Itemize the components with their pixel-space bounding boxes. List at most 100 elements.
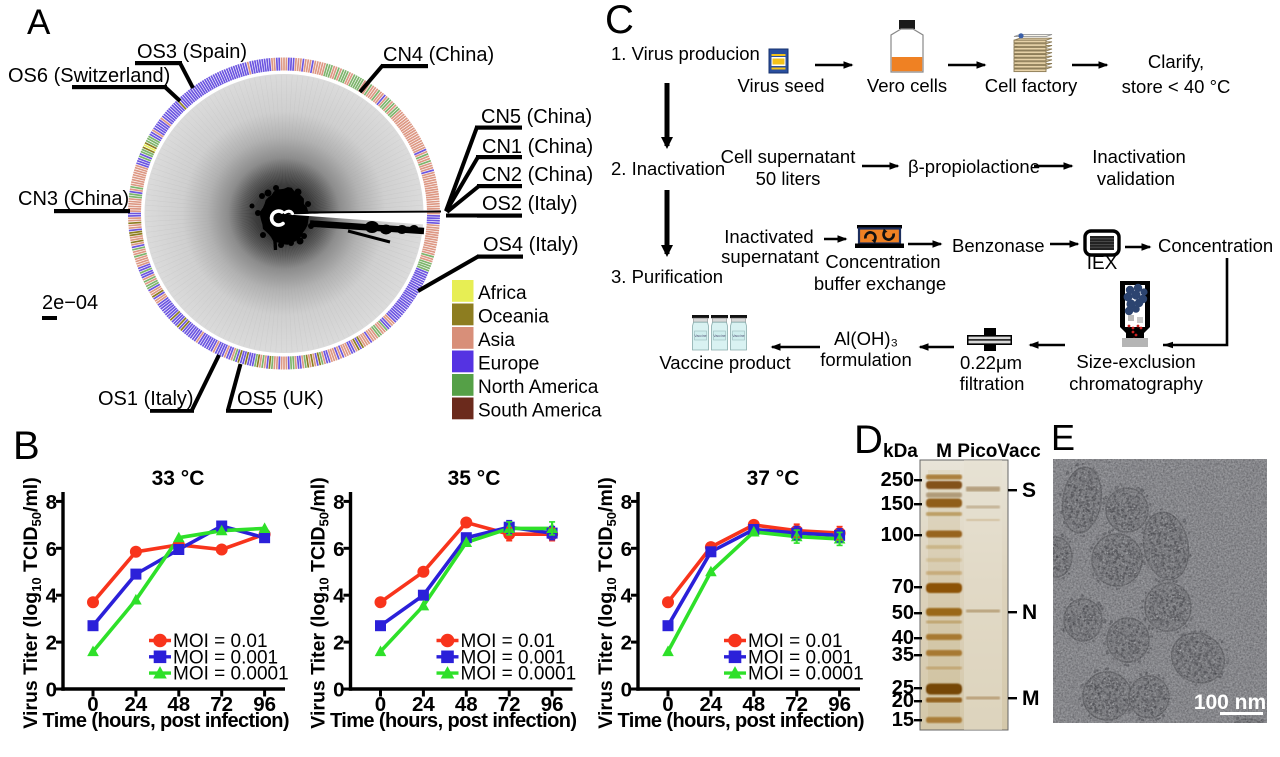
svg-text:0: 0 <box>662 693 673 716</box>
svg-text:96: 96 <box>541 693 564 716</box>
svg-text:MOI = 0.0001: MOI = 0.0001 <box>748 664 864 685</box>
svg-text:0: 0 <box>87 693 98 716</box>
svg-text:MOI = 0.01: MOI = 0.01 <box>461 631 556 652</box>
svg-text:6: 6 <box>46 538 57 561</box>
svg-text:Concentration: Concentration <box>1158 235 1273 256</box>
svg-text:20: 20 <box>892 690 914 712</box>
svg-text:Cell factory: Cell factory <box>985 75 1078 96</box>
svg-text:Vaccine: Vaccine <box>694 334 706 338</box>
svg-text:supernatant: supernatant <box>721 246 819 267</box>
svg-text:4: 4 <box>46 585 58 608</box>
svg-text:South America: South America <box>478 401 602 422</box>
svg-text:Cell supernatant: Cell supernatant <box>721 146 856 167</box>
svg-text:100: 100 <box>881 524 914 546</box>
svg-text:Inactivated: Inactivated <box>724 226 813 247</box>
svg-text:35 °C: 35 °C <box>448 467 501 490</box>
svg-text:25: 25 <box>892 677 914 699</box>
svg-text:MOI = 0.01: MOI = 0.01 <box>748 631 843 652</box>
svg-text:24: 24 <box>699 693 722 716</box>
svg-text:MOI = 0.001: MOI = 0.001 <box>461 647 566 668</box>
svg-text:0: 0 <box>333 679 344 702</box>
svg-text:North America: North America <box>478 377 599 398</box>
svg-text:Vaccine product: Vaccine product <box>659 352 790 373</box>
svg-text:250: 250 <box>881 469 914 491</box>
svg-text:8: 8 <box>621 491 632 514</box>
svg-text:store < 40 °C: store < 40 °C <box>1122 76 1231 97</box>
svg-text:S: S <box>1022 479 1036 502</box>
svg-text:2e−04: 2e−04 <box>42 292 98 314</box>
svg-text:CN5 (China): CN5 (China) <box>481 106 592 128</box>
svg-text:Virus seed: Virus seed <box>737 75 824 96</box>
svg-text:96: 96 <box>253 693 276 716</box>
svg-text:2: 2 <box>333 632 344 655</box>
svg-text:Virus Titer (log10 TCID50/ml): Virus Titer (log10 TCID50/ml) <box>595 477 619 728</box>
svg-text:8: 8 <box>46 491 57 514</box>
svg-text:E: E <box>1051 420 1075 458</box>
svg-text:Time (hours, post infection): Time (hours, post infection) <box>330 710 577 732</box>
svg-text:D: D <box>854 420 883 462</box>
svg-text:48: 48 <box>455 693 478 716</box>
svg-text:4: 4 <box>621 585 633 608</box>
svg-text:Vaccine: Vaccine <box>713 334 725 338</box>
svg-text:PicoVacc: PicoVacc <box>957 441 1041 462</box>
svg-text:MOI = 0.01: MOI = 0.01 <box>173 631 268 652</box>
svg-text:M: M <box>1022 687 1040 710</box>
svg-text:50 liters: 50 liters <box>756 168 821 189</box>
svg-text:24: 24 <box>124 693 147 716</box>
svg-text:Vero cells: Vero cells <box>867 75 947 96</box>
svg-text:MOI = 0.001: MOI = 0.001 <box>173 647 278 668</box>
svg-text:Europe: Europe <box>478 354 539 375</box>
svg-text:M: M <box>936 441 952 462</box>
svg-text:40: 40 <box>892 627 914 649</box>
svg-text:formulation: formulation <box>820 349 912 370</box>
svg-text:24: 24 <box>412 693 435 716</box>
svg-text:Al(OH)₃: Al(OH)₃ <box>834 328 898 349</box>
svg-text:CN3 (China): CN3 (China) <box>18 188 129 210</box>
svg-text:2. Inactivation: 2. Inactivation <box>611 158 725 179</box>
svg-text:chromatography: chromatography <box>1069 373 1203 394</box>
svg-text:OS2 (Italy): OS2 (Italy) <box>482 193 578 215</box>
svg-text:Concentration: Concentration <box>825 251 940 272</box>
svg-text:3. Purification: 3. Purification <box>611 266 723 287</box>
svg-text:15: 15 <box>892 709 914 731</box>
svg-text:150: 150 <box>881 493 914 515</box>
svg-text:50: 50 <box>892 602 914 624</box>
svg-text:OS6 (Switzerland): OS6 (Switzerland) <box>8 65 170 87</box>
svg-text:Vaccine: Vaccine <box>732 334 744 338</box>
svg-text:72: 72 <box>210 693 233 716</box>
svg-text:Time (hours, post infection): Time (hours, post infection) <box>43 710 290 732</box>
svg-text:OS3 (Spain): OS3 (Spain) <box>137 41 247 63</box>
svg-text:70: 70 <box>892 576 914 598</box>
svg-text:CN4 (China): CN4 (China) <box>383 44 494 66</box>
svg-text:β-propiolactione: β-propiolactione <box>908 156 1040 177</box>
svg-text:Oceania: Oceania <box>478 307 549 328</box>
svg-text:72: 72 <box>498 693 521 716</box>
svg-text:48: 48 <box>742 693 765 716</box>
svg-text:Inactivation: Inactivation <box>1092 146 1186 167</box>
svg-text:100 nm: 100 nm <box>1194 691 1266 714</box>
svg-text:2: 2 <box>621 632 632 655</box>
svg-text:CN1 (China): CN1 (China) <box>482 136 593 158</box>
svg-text:kDa: kDa <box>883 441 918 462</box>
svg-text:C: C <box>605 0 634 42</box>
svg-text:33 °C: 33 °C <box>152 467 205 490</box>
svg-text:Time (hours, post infection): Time (hours, post infection) <box>618 710 865 732</box>
svg-text:72: 72 <box>785 693 808 716</box>
svg-text:0: 0 <box>621 679 632 702</box>
svg-text:Clarify,: Clarify, <box>1148 51 1204 72</box>
svg-text:35: 35 <box>892 644 914 666</box>
svg-text:2: 2 <box>46 632 57 655</box>
svg-text:OS4 (Italy): OS4 (Italy) <box>483 234 579 256</box>
svg-text:48: 48 <box>167 693 190 716</box>
svg-text:N: N <box>1022 601 1037 624</box>
svg-text:Africa: Africa <box>478 283 527 304</box>
svg-text:MOI = 0.0001: MOI = 0.0001 <box>461 664 577 685</box>
svg-text:MOI = 0.0001: MOI = 0.0001 <box>173 664 289 685</box>
svg-text:Asia: Asia <box>478 330 515 351</box>
svg-text:buffer exchange: buffer exchange <box>814 273 946 294</box>
svg-text:A: A <box>27 3 51 42</box>
svg-text:4: 4 <box>333 585 345 608</box>
svg-text:Benzonase: Benzonase <box>952 235 1045 256</box>
svg-text:6: 6 <box>621 538 632 561</box>
svg-text:96: 96 <box>828 693 851 716</box>
